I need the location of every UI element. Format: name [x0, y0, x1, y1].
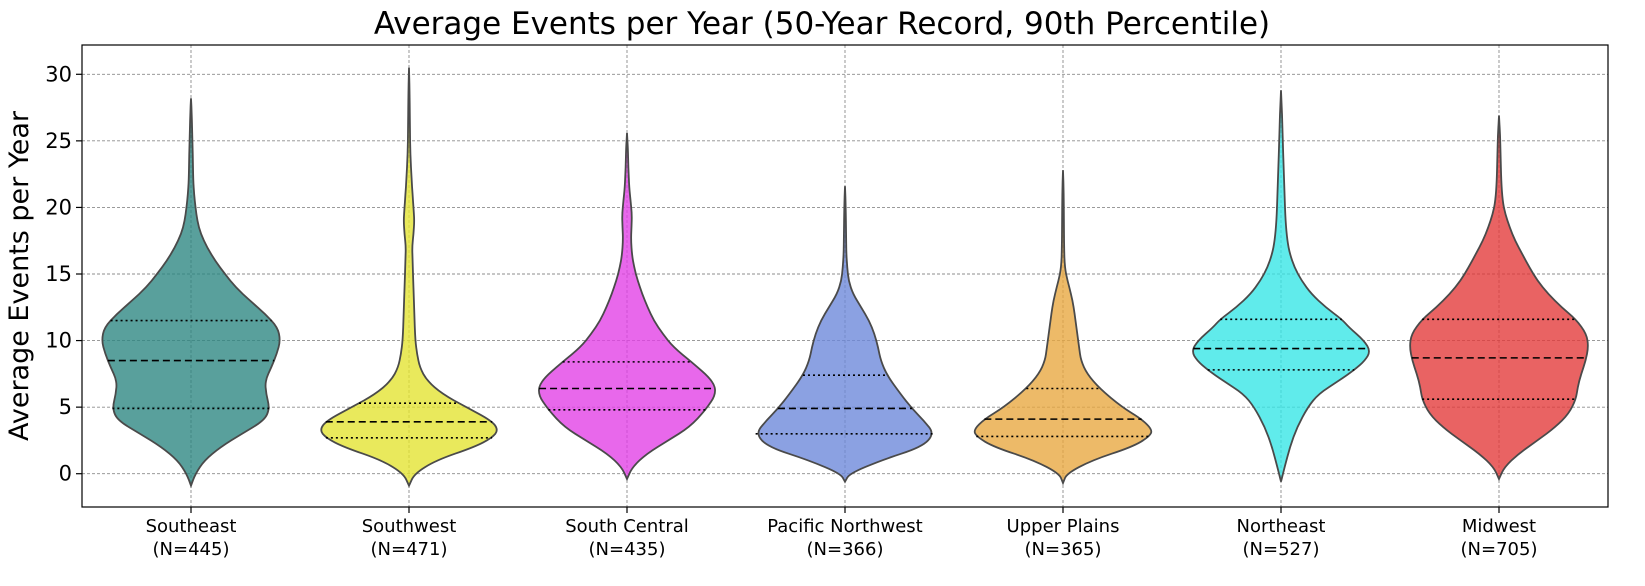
x-tick-label: Midwest [1462, 516, 1536, 537]
x-tick-label: South Central [565, 516, 689, 537]
x-tick-label: Upper Plains [1007, 516, 1120, 537]
y-tick-label: 0 [59, 462, 72, 486]
violin-body [1192, 90, 1370, 482]
violin-layer [101, 67, 1589, 489]
violin-body [757, 186, 933, 484]
x-tick-count-label: (N=435) [589, 539, 666, 560]
y-tick-label: 20 [45, 195, 72, 219]
x-tick-count-label: (N=366) [807, 539, 884, 560]
violin-midwest [1409, 115, 1589, 482]
x-tick-count-label: (N=445) [153, 539, 230, 560]
violin-pacific-northwest [755, 186, 935, 484]
x-tick-count-label: (N=471) [371, 539, 448, 560]
violin-upper-plains [973, 170, 1153, 486]
violin-northeast [1192, 90, 1370, 482]
violin-body [101, 98, 281, 489]
x-tick-layer: Southeast(N=445) Southwest(N=471) South Ce… [146, 507, 1538, 560]
x-tick-label: Pacific Northwest [767, 516, 923, 537]
violin-body [538, 132, 716, 482]
chart-title: Average Events per Year (50-Year Record,… [374, 6, 1270, 42]
violin-southwest [320, 67, 498, 488]
y-tick-label: 30 [45, 62, 72, 86]
x-tick-label: Southeast [146, 516, 237, 537]
y-tick-label: 25 [45, 129, 72, 153]
x-tick-count-label: (N=705) [1461, 539, 1538, 560]
violin-body [1409, 115, 1589, 482]
x-tick-label: Northeast [1237, 516, 1326, 537]
y-tick-layer: 0 5 10 15 20 25 30 [45, 62, 82, 486]
violin-south-central [538, 132, 716, 482]
y-tick-label: 5 [59, 395, 72, 419]
y-tick-label: 10 [45, 329, 72, 353]
x-tick-count-label: (N=365) [1025, 539, 1102, 560]
x-tick-count-label: (N=527) [1243, 539, 1320, 560]
violin-southeast [101, 98, 281, 489]
violin-body [320, 67, 498, 488]
plot-frame [81, 44, 1609, 508]
y-tick-label: 15 [45, 262, 72, 286]
y-axis-label: Average Events per Year [4, 110, 35, 441]
violin-body [973, 170, 1153, 486]
x-tick-label: Southwest [362, 516, 457, 537]
